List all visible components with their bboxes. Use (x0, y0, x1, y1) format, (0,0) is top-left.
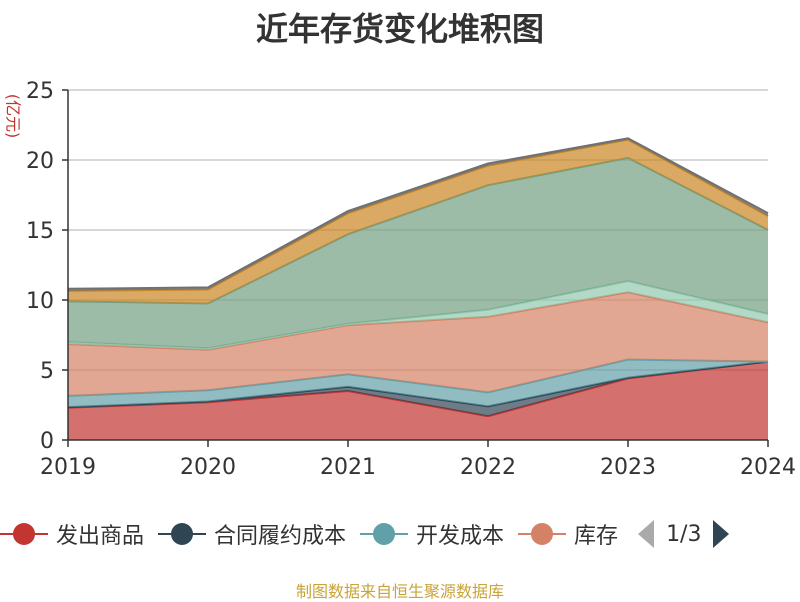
y-tick-label-10: 10 (26, 289, 54, 314)
y-tick-label-20: 20 (26, 149, 54, 174)
y-tick-label-5: 5 (40, 359, 54, 384)
y-tick-label-15: 15 (26, 219, 54, 244)
legend-dot (531, 523, 554, 545)
area-series-2 (68, 359, 768, 408)
line-series-7 (67, 137, 769, 290)
legend-label: 库存 (574, 524, 619, 549)
x-tick-label-2024: 2024 (740, 455, 796, 480)
legend-label: 发出商品 (56, 524, 145, 549)
legend-dot (373, 523, 396, 545)
legend-prev-arrow-icon[interactable] (638, 520, 655, 548)
x-tick-label-2022: 2022 (460, 455, 516, 480)
area-series-3 (68, 292, 768, 396)
x-tick-label-2021: 2021 (320, 455, 376, 480)
legend-next-arrow-icon[interactable] (713, 520, 730, 548)
legend-item-1[interactable]: 合同履约成本 (158, 518, 346, 550)
x-tick-label-2019: 2019 (40, 455, 96, 480)
legend-marker-2 (360, 522, 409, 546)
area-series-5 (68, 157, 768, 349)
area-series-4 (68, 281, 768, 350)
legend-dot (13, 523, 35, 545)
legend-marker-0 (0, 522, 48, 546)
legend-marker-1 (158, 522, 207, 546)
legend-page-indicator: 1/3 (666, 521, 702, 547)
legend: 发出商品 合同履约成本 开发成本 库存 1/3 (0, 516, 800, 552)
x-tick-label-2020: 2020 (180, 455, 236, 480)
y-tick-label-0: 0 (40, 429, 54, 454)
legend-item-2[interactable]: 开发成本 (360, 518, 504, 550)
data-source-note: 制图数据来自恒生聚源数据库 (295, 582, 504, 601)
chart-title: 近年存货变化堆积图 (255, 10, 544, 48)
y-tick-label-25: 25 (26, 79, 54, 104)
x-tick-label-2023: 2023 (600, 455, 656, 480)
legend-dot (171, 523, 194, 545)
legend-label: 合同履约成本 (214, 524, 347, 549)
legend-item-3[interactable]: 库存 (518, 518, 618, 550)
legend-label: 开发成本 (416, 524, 505, 549)
area-series-0 (68, 361, 768, 440)
legend-marker-3 (518, 522, 567, 546)
legend-pager: 1/3 (638, 520, 730, 548)
legend-item-0[interactable]: 发出商品 (0, 518, 144, 550)
